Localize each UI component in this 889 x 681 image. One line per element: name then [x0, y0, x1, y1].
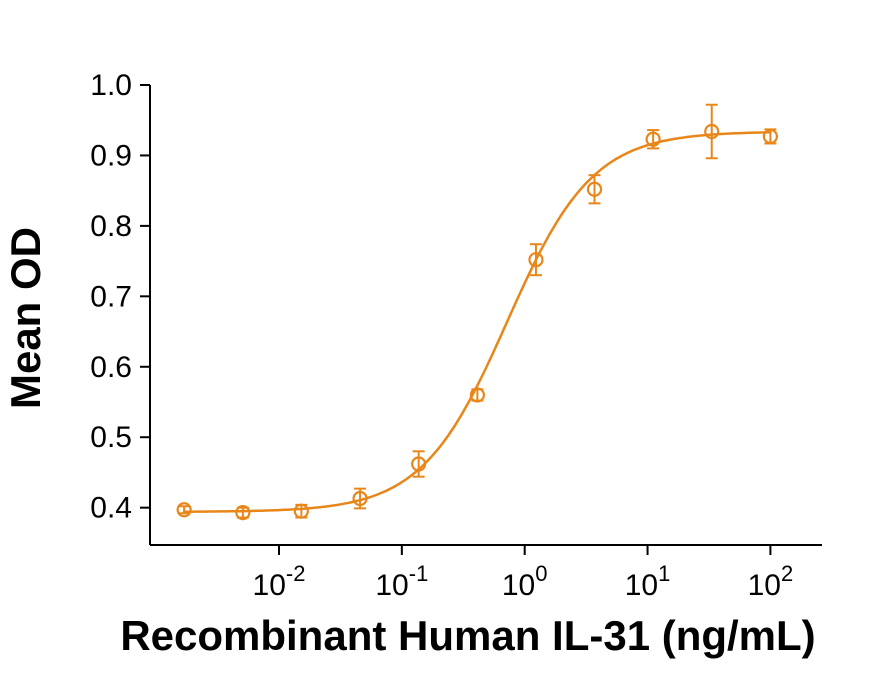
- x-tick-label: 101: [625, 561, 671, 602]
- x-tick-label: 10-2: [253, 561, 306, 602]
- data-point: [586, 181, 603, 197]
- x-axis-label: Recombinant Human IL-31 (ng/mL): [120, 612, 815, 659]
- data-point: [528, 252, 544, 268]
- plot-layer: 0.4 0.5 0.6 0.7 0.8 0.9 1.0 10-2 10-1 100 101 102: [90, 69, 822, 602]
- data-point: [762, 128, 779, 145]
- y-tick-label: 0.9: [90, 139, 132, 172]
- data-point: [704, 123, 720, 140]
- x-tick-label: 102: [748, 561, 794, 602]
- y-tick-label: 0.8: [90, 210, 132, 243]
- y-tick-label: 0.4: [90, 492, 132, 525]
- data-point: [352, 490, 368, 507]
- y-tick-label: 1.0: [90, 69, 132, 102]
- data-point: [176, 502, 192, 518]
- y-tick-label: 0.5: [90, 421, 132, 454]
- y-axis-label: Mean OD: [2, 227, 49, 409]
- data-point: [469, 387, 485, 403]
- data-point: [411, 456, 427, 472]
- y-tick-label: 0.6: [90, 351, 132, 384]
- data-point: [293, 503, 309, 519]
- data-point: [235, 504, 251, 521]
- x-tick-label: 10-1: [375, 561, 428, 602]
- data-point: [645, 131, 661, 147]
- fit-curve: [182, 131, 772, 513]
- y-tick-label: 0.7: [90, 280, 132, 313]
- x-tick-label: 100: [502, 561, 548, 602]
